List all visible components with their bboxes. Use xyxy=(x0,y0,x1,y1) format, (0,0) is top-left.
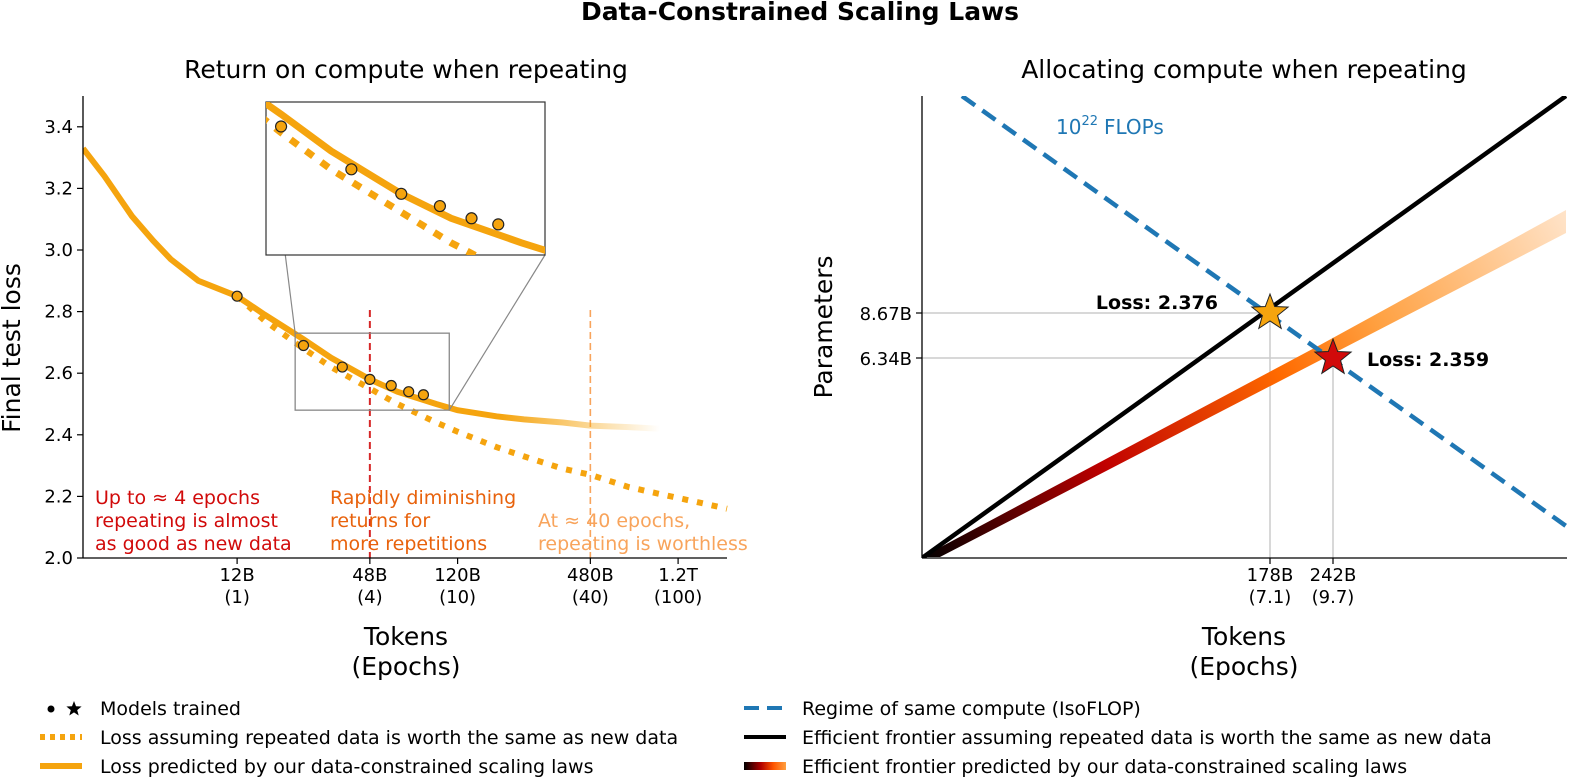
inset-model-point xyxy=(465,212,478,225)
annotation-diminishing: Rapidly diminishing returns for more rep… xyxy=(330,487,522,555)
inset-model-point xyxy=(274,120,288,133)
model-point xyxy=(297,339,310,352)
right-y-axis-label: Parameters xyxy=(809,255,838,398)
legend-item-dotted: Loss assuming repeated data is worth the… xyxy=(40,727,678,749)
legend-item-solid: Loss predicted by our data-constrained s… xyxy=(40,756,593,778)
left-x-tick-tokens: 120B xyxy=(434,565,481,586)
right-y-tick-1: 8.67B xyxy=(860,304,912,325)
legend-label-solid: Loss predicted by our data-constrained s… xyxy=(100,756,593,778)
legend: Models trained Loss assuming repeated da… xyxy=(40,698,1492,778)
right-plot-area xyxy=(922,96,1567,558)
legend-item-gradient-frontier: Efficient frontier predicted by our data… xyxy=(744,756,1407,778)
inset-plot xyxy=(265,101,546,256)
model-point xyxy=(364,373,376,385)
isoflop-label-exponent: 22 xyxy=(1081,114,1098,129)
right-x-axis-label-line2: (Epochs) xyxy=(1189,652,1298,681)
star-red xyxy=(1313,337,1353,375)
isoflop-label-unit: FLOPs xyxy=(1104,115,1164,139)
left-y-tick-label: 2.8 xyxy=(44,302,73,323)
left-chart: Return on compute when repeating Final t… xyxy=(0,55,748,681)
inset-model-point xyxy=(433,199,447,213)
annotation-4-epochs: Up to ≈ 4 epochs repeating is almost as … xyxy=(95,487,292,555)
inset-frame xyxy=(265,101,546,256)
inset-model-point xyxy=(395,187,408,200)
left-y-tick-label: 2.4 xyxy=(44,425,73,446)
model-point xyxy=(417,389,430,401)
left-x-tick-epochs: (1) xyxy=(224,587,250,608)
annotation-4-epochs-line3: as good as new data xyxy=(95,533,292,555)
legend-dot-marker xyxy=(47,705,55,713)
series-frontier-same-as-new xyxy=(922,96,1567,558)
legend-label-isoflop: Regime of same compute (IsoFLOP) xyxy=(802,698,1141,720)
figure-title: Data-Constrained Scaling Laws xyxy=(581,0,1019,26)
left-plot-area xyxy=(83,101,728,558)
right-chart: Allocating compute when repeating Parame… xyxy=(809,55,1567,681)
legend-item-black-frontier: Efficient frontier assuming repeated dat… xyxy=(744,727,1492,749)
left-y-axis-label: Final test loss xyxy=(0,263,26,433)
left-y-tick-label: 2.6 xyxy=(44,363,73,384)
left-x-tick-tokens: 12B xyxy=(219,565,254,586)
left-x-tick-epochs: (100) xyxy=(654,587,702,608)
left-x-ticks: 12B(1) 48B(4) 120B(10) 480B(40) 1.2T(100) xyxy=(219,558,702,608)
left-y-tick-label: 3.4 xyxy=(44,117,73,138)
inset-series-group xyxy=(266,102,545,255)
legend-label-gradient-frontier: Efficient frontier predicted by our data… xyxy=(802,756,1407,778)
star-orange xyxy=(1250,292,1290,330)
annotation-diminishing-line2: returns for xyxy=(330,510,430,532)
left-y-tick-label: 2.0 xyxy=(44,548,73,569)
legend-label-black-frontier: Efficient frontier assuming repeated dat… xyxy=(802,727,1492,749)
left-x-axis-label-line1: Tokens xyxy=(363,622,448,651)
left-y-tick-label: 2.2 xyxy=(44,486,73,507)
annotation-40-epochs-line1: At ≈ 40 epochs, xyxy=(538,510,690,532)
annotation-diminishing-line1: Rapidly diminishing xyxy=(330,487,516,509)
left-x-tick-tokens: 48B xyxy=(352,565,387,586)
legend-star-marker xyxy=(66,701,82,716)
left-x-tick-tokens: 480B xyxy=(567,565,614,586)
model-point xyxy=(385,379,397,392)
left-y-axis-label-group: Final test loss xyxy=(0,263,26,433)
model-point xyxy=(336,361,348,373)
legend-item-models-trained: Models trained xyxy=(47,698,241,720)
inset-model-point xyxy=(492,218,505,231)
right-x-tick-1-tokens: 178B xyxy=(1247,565,1294,586)
zoom-rectangle xyxy=(294,332,450,411)
inset-dotted-line xyxy=(266,116,483,255)
left-chart-title: Return on compute when repeating xyxy=(184,55,628,84)
right-y-tick-2: 6.34B xyxy=(860,349,912,370)
series-dotted-line xyxy=(235,293,728,512)
legend-item-isoflop: Regime of same compute (IsoFLOP) xyxy=(744,698,1141,720)
star-orange-label: Loss: 2.376 xyxy=(1096,292,1218,314)
annotation-4-epochs-line1: Up to ≈ 4 epochs xyxy=(95,487,260,509)
star-red-label: Loss: 2.359 xyxy=(1367,349,1489,371)
annotation-diminishing-line3: more repetitions xyxy=(330,533,487,555)
model-point xyxy=(403,386,415,398)
isoflop-label: 1022 FLOPs xyxy=(1056,114,1164,139)
left-x-tick-epochs: (10) xyxy=(439,587,476,608)
right-x-tick-1-epochs: (7.1) xyxy=(1249,587,1292,608)
right-chart-title: Allocating compute when repeating xyxy=(1021,55,1467,84)
legend-gradient-marker xyxy=(744,762,786,770)
left-x-tick-tokens: 1.2T xyxy=(658,565,699,586)
left-y-tick-label: 3.2 xyxy=(44,178,73,199)
isoflop-label-base: 10 xyxy=(1056,115,1081,139)
legend-label-models-trained: Models trained xyxy=(100,698,241,720)
left-y-tick-label: 3.0 xyxy=(44,240,73,261)
left-series-group xyxy=(83,146,728,558)
right-x-tick-2-tokens: 242B xyxy=(1310,565,1357,586)
left-x-tick-epochs: (40) xyxy=(572,587,609,608)
annotation-4-epochs-line2: repeating is almost xyxy=(95,510,278,532)
annotation-40-epochs-line2: repeating is worthless xyxy=(538,533,748,555)
left-x-axis-label-line2: (Epochs) xyxy=(351,652,460,681)
inset-model-point xyxy=(345,163,358,176)
annotation-40-epochs: At ≈ 40 epochs, repeating is worthless xyxy=(538,510,748,555)
legend-label-dotted: Loss assuming repeated data is worth the… xyxy=(100,727,678,749)
right-x-tick-2-epochs: (9.7) xyxy=(1312,587,1355,608)
left-y-ticks: 2.0 2.2 2.4 2.6 2.8 3.0 3.2 3.4 xyxy=(44,117,83,569)
left-x-tick-epochs: (4) xyxy=(357,587,383,608)
model-point xyxy=(231,290,243,302)
right-x-axis-label-line1: Tokens xyxy=(1201,622,1286,651)
zoom-connector-right xyxy=(448,254,546,411)
series-frontier-data-constrained xyxy=(922,210,1566,557)
